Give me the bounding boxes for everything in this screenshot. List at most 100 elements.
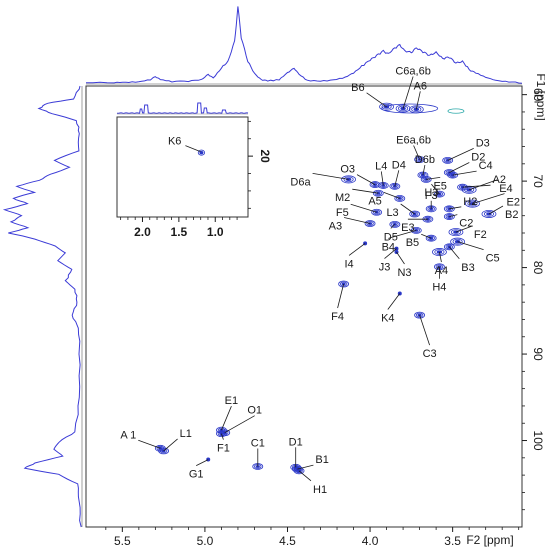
cross-peak-d3 (442, 156, 454, 164)
peak-label-m2: M2 (335, 192, 350, 204)
contour-ring (411, 106, 422, 113)
peak-label-d3: D3 (476, 137, 490, 149)
contour-ring (391, 221, 399, 227)
contour-ring (158, 447, 170, 455)
contour-ring (461, 185, 477, 194)
contour-ring (443, 243, 455, 251)
y-axis-title: F1 [ppm] (534, 73, 545, 120)
contour-ring (435, 191, 444, 197)
peak-label-b6: B6 (351, 82, 364, 94)
cross-peak-g1 (206, 457, 211, 462)
peak-label-d6a: D6a (290, 176, 311, 188)
contour-ring (445, 244, 454, 250)
contour-ring (371, 208, 383, 216)
peak-label-h4: H4 (432, 282, 446, 294)
contour-ring (448, 228, 464, 237)
x-tick-label: 5.0 (197, 534, 214, 548)
contour-ring (341, 175, 356, 184)
contour-ring (206, 457, 211, 462)
contour-ring (381, 103, 392, 110)
peak-label-i4: I4 (345, 258, 354, 270)
leader-line (348, 243, 366, 256)
leader-line (298, 470, 312, 482)
contour-ring (464, 186, 475, 193)
contour-ring (199, 150, 204, 155)
x-axis: 5.5 5.0 4.5 4.0 3.5 (105, 527, 520, 548)
leader-line (344, 217, 371, 224)
contour-envelope (447, 108, 465, 114)
peak-label-c5: C5 (486, 253, 500, 265)
contour-ring (448, 172, 457, 178)
peak-label-e2: E2 (507, 197, 520, 209)
contour-ring (434, 249, 445, 255)
leader-line (394, 170, 400, 187)
leader-line (221, 433, 224, 440)
leader-line (439, 251, 442, 263)
leader-line (452, 170, 477, 176)
contour-ring (395, 104, 411, 113)
contour-envelope (381, 103, 439, 114)
cross-peak-b5 (425, 234, 437, 242)
leader-line (400, 203, 415, 215)
leader-line (352, 188, 379, 194)
leader-line (390, 224, 396, 229)
leader-line (449, 162, 470, 173)
peak-label-a3: A3 (329, 221, 342, 233)
f1-projection (2, 85, 83, 528)
leader-line (366, 92, 387, 108)
inset-x-tick-label: 2.0 (134, 225, 151, 239)
contour-ring (389, 220, 401, 228)
peak-label-c3: C3 (423, 348, 437, 360)
leader-line (431, 183, 440, 195)
peak-label-f5: F5 (336, 207, 349, 219)
contour-ring (447, 171, 459, 179)
contour-ring (396, 196, 404, 201)
leader-line (380, 171, 384, 186)
inset-x-tick-label: 1.5 (171, 225, 188, 239)
contour-ring (412, 228, 421, 233)
contour-ring (414, 311, 426, 319)
peak-label-d1: D1 (289, 436, 303, 448)
leader-line (224, 415, 255, 434)
leader-line (472, 193, 505, 204)
leader-line (462, 184, 491, 188)
contour-ring (443, 205, 455, 213)
y-tick-label: 70 (531, 174, 545, 188)
leader-line (221, 406, 232, 431)
contour-ring (374, 190, 383, 196)
contour-ring (343, 176, 354, 183)
leader-line (449, 214, 458, 217)
contour-ring (450, 237, 465, 246)
peak-label-a4: A4 (435, 265, 448, 277)
contour-ring (410, 211, 419, 217)
contour-ring (432, 248, 447, 257)
leader-line (448, 246, 460, 260)
leader-line (426, 177, 441, 180)
peak-label-a2: A2 (493, 174, 506, 186)
contour-ring (483, 211, 495, 217)
inset-x-axis: 2.0 1.5 1.0 (120, 217, 238, 239)
contour-ring (422, 176, 430, 182)
y-tick-label: 90 (531, 347, 545, 361)
x-tick-label: 5.5 (114, 534, 131, 548)
peak-label-h1: H1 (313, 484, 327, 496)
leader-line (422, 165, 426, 176)
peak-label-c4: C4 (479, 160, 493, 172)
cross-peak-b4 (410, 227, 422, 234)
leader-line (455, 225, 473, 233)
contour-ring (339, 281, 348, 287)
contour-ring (398, 105, 409, 112)
f2-projection (86, 6, 523, 85)
leader-line (388, 230, 417, 239)
peak-label-e1: E1 (225, 395, 238, 407)
peak-label-b1: B1 (315, 454, 328, 466)
leader-line (312, 173, 349, 180)
contour-ring (364, 220, 376, 227)
contour-ring (217, 431, 226, 437)
x-tick-label: 3.5 (444, 534, 461, 548)
cross-peak-e6a6b (414, 156, 426, 163)
inset-leader-line (185, 145, 201, 153)
peak-label-b4: B4 (382, 241, 395, 253)
peak-label-l4: L4 (375, 160, 387, 172)
leader-line (138, 439, 161, 449)
